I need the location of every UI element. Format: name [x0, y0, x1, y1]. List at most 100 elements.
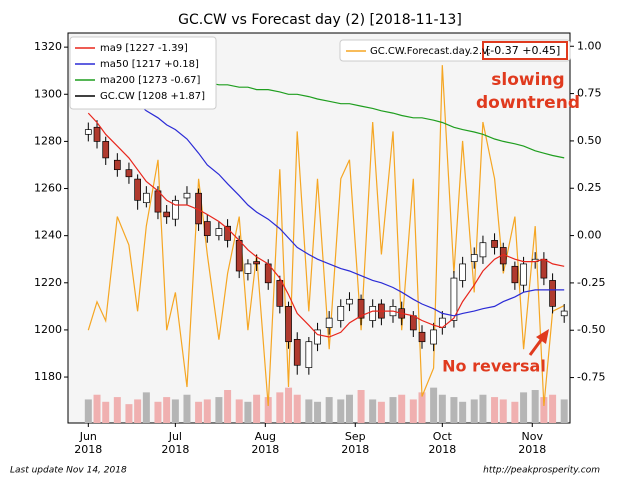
y-tick-label: 1240 [34, 229, 62, 242]
x-tick-label: Sep 2018 [341, 430, 369, 456]
candle-body [346, 298, 353, 305]
annotation: slowing [491, 70, 564, 90]
series-line [87, 65, 565, 407]
legend-box-right [339, 39, 571, 62]
volume-bar [369, 399, 377, 423]
candle-body [125, 169, 133, 178]
y2-tick-label: -0.75 [577, 371, 605, 384]
legend-box [69, 36, 217, 110]
candle-body [93, 126, 101, 142]
y-tick-label: 1300 [34, 87, 62, 100]
volume-bar [224, 390, 232, 423]
candle-body [224, 225, 231, 241]
legend-label: ma50 [1217 +0.18] [100, 59, 199, 70]
legend-label: GC.CW [1208 +1.87] [100, 91, 205, 102]
y-tick-label: 1260 [34, 182, 62, 195]
candle-body [113, 159, 121, 171]
volume-bar [293, 394, 301, 423]
volume-bar [357, 390, 365, 423]
x-tick-label: Aug 2018 [251, 430, 279, 456]
footer-left: Last update Nov 14, 2018 [10, 466, 127, 476]
volume-bar [125, 404, 133, 423]
candle-body [470, 254, 478, 262]
annotation: No reversal [442, 357, 546, 376]
volume-bar [389, 397, 397, 423]
footer-right: http://peakprosperity.com [483, 466, 600, 476]
volume-bar [314, 401, 322, 423]
chart-title: GC.CW vs Forecast day (2) [2018-11-13] [178, 12, 462, 28]
candle-body [459, 263, 466, 281]
candle-body [84, 129, 92, 135]
candle-body [520, 263, 527, 286]
volume-bar [470, 399, 478, 423]
candle-body [285, 306, 292, 343]
candle-body [102, 141, 110, 159]
volume-bar [113, 397, 121, 423]
volume-bar [398, 394, 406, 423]
volume-bar [540, 397, 548, 423]
volume-bar [377, 401, 385, 423]
candle-body [314, 329, 321, 345]
y-tick-label: 1280 [34, 134, 62, 147]
plot-layer [84, 44, 568, 423]
volume-bar [511, 401, 519, 423]
volume-bar [142, 392, 150, 423]
volume-bar [560, 399, 568, 423]
volume-bar [215, 397, 223, 423]
candle-body [305, 341, 313, 368]
volume-bar [84, 399, 92, 423]
candle-body [235, 240, 243, 272]
candle-body [215, 228, 223, 237]
candle-body [450, 277, 458, 321]
candle-body [540, 258, 548, 279]
candle-body [293, 338, 301, 366]
candle-body [491, 240, 498, 248]
x-tick-label: Jun 2018 [74, 430, 102, 456]
volume-bar [345, 394, 353, 423]
volume-bar [459, 401, 467, 423]
forecast-legend-value: [-0.37 +0.45] [486, 44, 560, 57]
candle-body [172, 199, 179, 220]
volume-bar [499, 399, 507, 423]
volume-bar [450, 397, 458, 423]
volume-bar [430, 387, 438, 423]
volume-bar [183, 394, 191, 423]
y2-tick-label: 0.00 [577, 229, 602, 242]
volume-bar [171, 399, 179, 423]
candle-body [244, 263, 252, 274]
volume-bar [337, 399, 345, 423]
legend-label: GC.CW.Forecast.day.2.v: [370, 46, 491, 57]
candle-body [560, 310, 568, 317]
candle-body [253, 261, 260, 265]
candle-body [325, 317, 333, 328]
candle-body [369, 306, 377, 321]
candle-body [163, 211, 171, 218]
volume-bar [102, 401, 110, 423]
x-tick-label: Nov 2018 [518, 430, 546, 456]
x-tick-label: Oct 2018 [428, 430, 456, 456]
series-line [96, 44, 565, 317]
y2-tick-label: -0.25 [577, 276, 605, 289]
volume-bar [134, 399, 142, 423]
y2-tick-label: 0.50 [577, 134, 602, 147]
volume-bar [154, 401, 162, 423]
y-tick-label: 1320 [34, 40, 62, 53]
candle-body [409, 315, 417, 331]
volume-bar [253, 394, 261, 423]
volume-bar [93, 394, 101, 423]
y-tick-label: 1200 [34, 323, 62, 336]
volume-bar [264, 397, 272, 423]
volume-bar [409, 399, 417, 423]
candle-body [418, 331, 426, 343]
arrow-head [536, 329, 549, 344]
volume-bar [418, 392, 426, 423]
y2-tick-label: 1.00 [577, 39, 602, 52]
volume-bar [438, 394, 446, 423]
volume-bar [276, 392, 284, 423]
candle-body [203, 221, 211, 237]
volume-bar [325, 397, 333, 423]
candle-body [511, 265, 519, 284]
candle-body [142, 192, 150, 204]
y2-tick-label: -0.50 [577, 323, 605, 336]
